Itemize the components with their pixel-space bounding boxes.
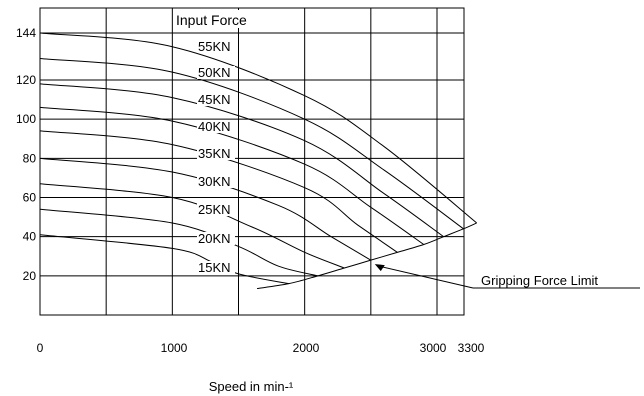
x-tick-label: 0 xyxy=(37,341,44,355)
series-line-25kn xyxy=(39,183,345,269)
series-label-background xyxy=(197,203,235,216)
annotation-leader-line xyxy=(378,265,474,289)
series-line-40kn xyxy=(39,106,425,245)
series-label: 20KN xyxy=(198,231,231,246)
x-tick-label: 2000 xyxy=(293,341,320,355)
y-tick-label: 40 xyxy=(23,230,37,244)
series-label: 45KN xyxy=(198,92,231,107)
series-label-background xyxy=(197,93,235,106)
y-tick-label: 20 xyxy=(23,269,37,283)
y-tick-label: 100 xyxy=(16,112,36,126)
series-line-55kn xyxy=(39,32,478,224)
x-tick-label: 3000 xyxy=(420,341,447,355)
series-line-30kn xyxy=(39,157,372,261)
series-line-50kn xyxy=(39,57,464,230)
series-label: 30KN xyxy=(198,174,231,189)
x-tick-label: 1000 xyxy=(161,341,188,355)
series-label-background xyxy=(197,40,235,53)
series-label: 40KN xyxy=(198,119,231,134)
series-label: 35KN xyxy=(198,146,231,161)
y-tick-label: 60 xyxy=(23,191,37,205)
y-tick-label: 120 xyxy=(16,73,36,87)
series-label: 55KN xyxy=(198,39,231,54)
series-label-background xyxy=(197,66,235,79)
gripping-force-limit-line xyxy=(256,222,477,290)
plot-frame xyxy=(39,7,465,316)
x-tick-label: 3300 xyxy=(458,341,485,355)
y-tick-label: 80 xyxy=(23,151,37,165)
y-tick-label: 144 xyxy=(16,26,36,40)
series-label: 15KN xyxy=(198,260,231,275)
title-background xyxy=(174,10,266,28)
series-label: 25KN xyxy=(198,202,231,217)
annotation-arrowhead xyxy=(374,264,385,272)
annotation-label: Gripping Force Limit xyxy=(481,273,598,288)
x-axis-label: Speed in min-¹ xyxy=(209,379,294,394)
series-line-20kn xyxy=(39,208,319,277)
series-line-15kn xyxy=(39,234,289,285)
chart-title: Input Force xyxy=(176,12,247,28)
series-line-45kn xyxy=(39,83,444,238)
series-label: 50KN xyxy=(198,65,231,80)
series-label-background xyxy=(197,120,235,133)
series-label-background xyxy=(197,147,235,160)
series-label-background xyxy=(197,261,235,274)
series-label-background xyxy=(197,175,235,188)
series-label-background xyxy=(197,232,235,245)
series-line-35kn xyxy=(39,130,398,253)
